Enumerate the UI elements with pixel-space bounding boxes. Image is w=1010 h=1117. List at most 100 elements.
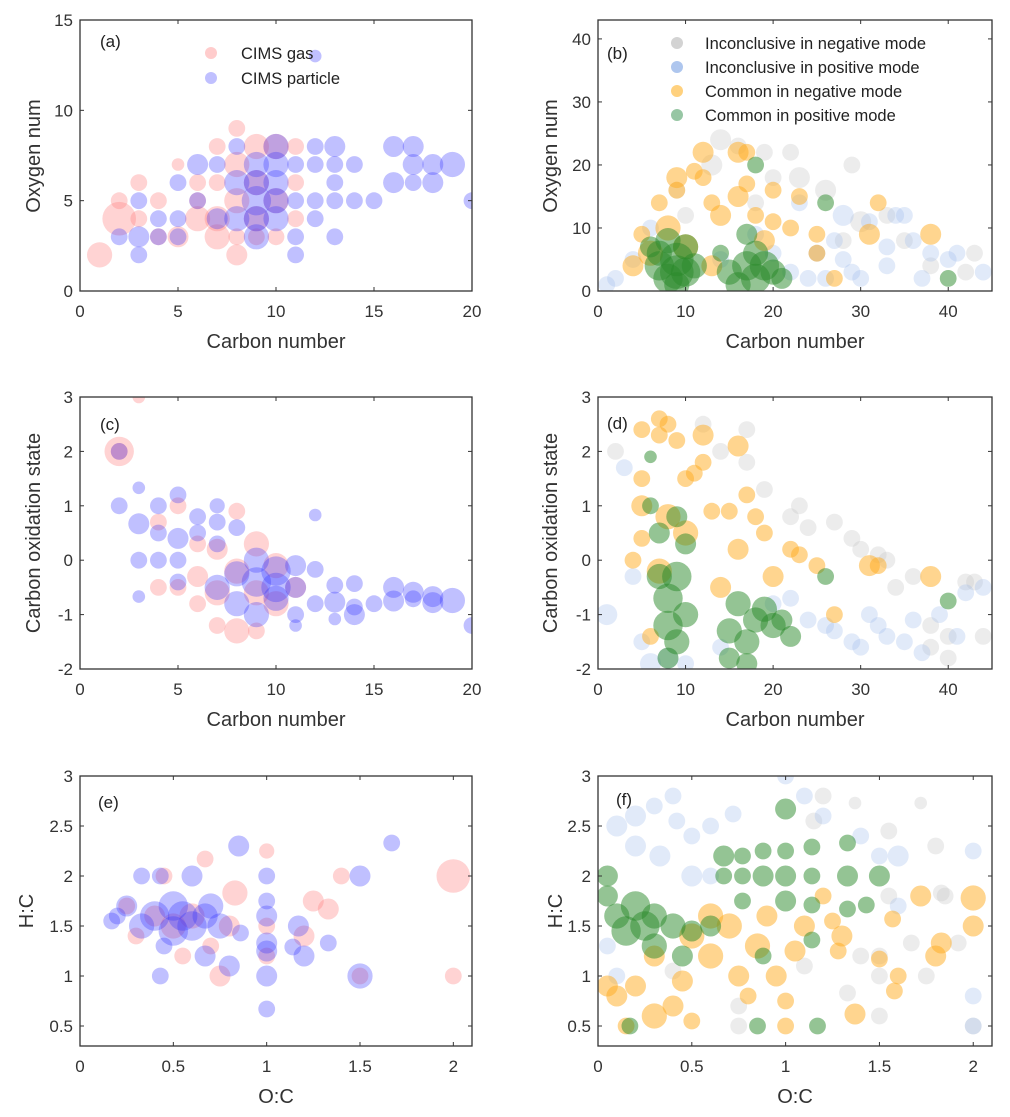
data-point-cims-particle (365, 595, 383, 613)
data-point-inconclusive-positive (777, 776, 794, 785)
data-point-common-positive (777, 842, 794, 860)
data-point-common-positive (809, 1017, 826, 1035)
panel-b-xlabel: Carbon number (726, 331, 865, 353)
data-point-cims-particle (151, 967, 169, 985)
data-point-inconclusive-negative (738, 453, 756, 471)
panel-d: 0 10 20 30 40 -2 -1 0 1 2 3 (d) Carbon number Carb… (540, 388, 993, 731)
panel-b-points (598, 129, 992, 291)
data-point-cims-gas (248, 228, 265, 246)
data-point-common-negative (762, 566, 784, 587)
data-point-cims-particle (208, 535, 226, 553)
data-point-cims-particle (324, 591, 346, 613)
y-tick-label: 2 (582, 867, 591, 886)
data-point-common-negative (703, 502, 721, 520)
data-point-common-negative (624, 551, 642, 569)
data-point-inconclusive-positive (624, 568, 642, 585)
data-point-inconclusive-positive (645, 797, 663, 815)
data-point-cims-gas (243, 206, 269, 232)
data-point-common-negative (808, 225, 826, 243)
panel-c-points (104, 397, 472, 644)
data-point-inconclusive-positive (664, 787, 682, 805)
data-point-inconclusive-positive (843, 633, 861, 651)
panel-b-frame (597, 19, 993, 292)
data-point-cims-particle (343, 604, 365, 626)
x-tick-label: 5 (173, 680, 182, 699)
y-tick-label: 1.5 (567, 917, 591, 936)
data-point-common-negative (814, 887, 832, 905)
data-point-cims-particle (349, 865, 371, 887)
data-point-common-positive (939, 592, 957, 610)
data-point-inconclusive-positive (649, 845, 671, 867)
data-point-inconclusive-negative (607, 443, 624, 460)
data-point-cims-particle (402, 154, 424, 175)
data-point-cims-gas (444, 967, 462, 985)
data-point-common-positive (675, 533, 697, 555)
x-tick-label: 10 (676, 302, 695, 321)
data-point-common-negative (764, 181, 782, 199)
data-point-inconclusive-negative (839, 984, 856, 1002)
panel-c-tag: (c) (100, 415, 120, 434)
data-point-cims-particle (130, 551, 148, 569)
data-point-cims-particle (319, 934, 337, 952)
data-point-cims-particle (328, 612, 342, 626)
data-point-cims-particle (289, 619, 302, 632)
x-tick-label: 15 (365, 680, 384, 699)
data-point-inconclusive-negative (880, 887, 898, 905)
data-point-inconclusive-negative (843, 156, 861, 174)
data-point-common-positive (641, 933, 667, 959)
data-point-cims-gas (208, 138, 226, 155)
data-point-common-positive (803, 838, 821, 856)
panel-b-legend: Inconclusive in negative mode Inconclusi… (671, 35, 926, 125)
data-point-cims-particle (155, 937, 173, 955)
data-point-cims-particle (204, 574, 230, 601)
data-point-cims-particle (132, 590, 146, 603)
data-point-inconclusive-negative (747, 194, 764, 212)
data-point-common-negative (844, 1003, 866, 1025)
data-point-common-positive (715, 867, 733, 885)
panel-d-ylabel: Carbon oxidation state (540, 433, 562, 633)
panel-e-frame (79, 775, 473, 1047)
data-point-cims-particle (263, 151, 289, 178)
data-point-common-positive (754, 842, 772, 860)
data-point-inconclusive-negative (677, 207, 694, 224)
data-point-inconclusive-positive (826, 232, 843, 250)
data-point-common-positive (749, 1017, 766, 1035)
data-point-inconclusive-positive (852, 270, 870, 287)
data-point-cims-particle (306, 138, 324, 155)
data-point-cims-particle (422, 154, 444, 175)
data-point-common-positive (803, 867, 821, 885)
y-tick-label: 1 (582, 497, 591, 516)
data-point-cims-particle (263, 188, 289, 214)
data-point-cims-particle (404, 174, 422, 192)
data-point-cims-particle (439, 151, 465, 178)
data-point-inconclusive-negative (756, 481, 773, 498)
x-tick-label: 0 (75, 302, 84, 321)
y-tick-label: 1 (64, 497, 73, 516)
data-point-cims-particle (130, 192, 148, 210)
data-point-common-negative (764, 213, 782, 231)
data-point-common-positive (868, 865, 890, 887)
data-point-cims-particle (151, 867, 169, 885)
panel-f-points (598, 776, 986, 1035)
x-tick-label: 5 (173, 302, 182, 321)
data-point-cims-particle (346, 575, 363, 592)
data-point-cims-gas (104, 436, 134, 467)
data-point-cims-particle (169, 210, 187, 228)
data-point-cims-particle (206, 208, 228, 230)
data-point-cims-gas (222, 880, 248, 906)
data-point-inconclusive-negative (939, 649, 957, 667)
data-point-common-positive (660, 913, 686, 939)
panel-e-tag: (e) (98, 793, 119, 812)
data-point-cims-particle (287, 192, 304, 210)
x-tick-label: 1.5 (868, 1057, 892, 1076)
panel-d-frame (597, 396, 993, 670)
data-point-cims-gas (263, 553, 289, 579)
data-point-inconclusive-negative (914, 796, 927, 810)
data-point-cims-particle (383, 590, 405, 612)
data-point-cims-particle (285, 576, 307, 598)
x-tick-label: 2 (449, 1057, 458, 1076)
y-tick-label: 20 (572, 156, 591, 175)
data-point-cims-gas (187, 566, 209, 587)
data-point-common-negative (738, 143, 756, 161)
panel-a: 0 5 10 15 20 0 5 10 15 (a) Carbon number Oxygen … (23, 11, 481, 353)
